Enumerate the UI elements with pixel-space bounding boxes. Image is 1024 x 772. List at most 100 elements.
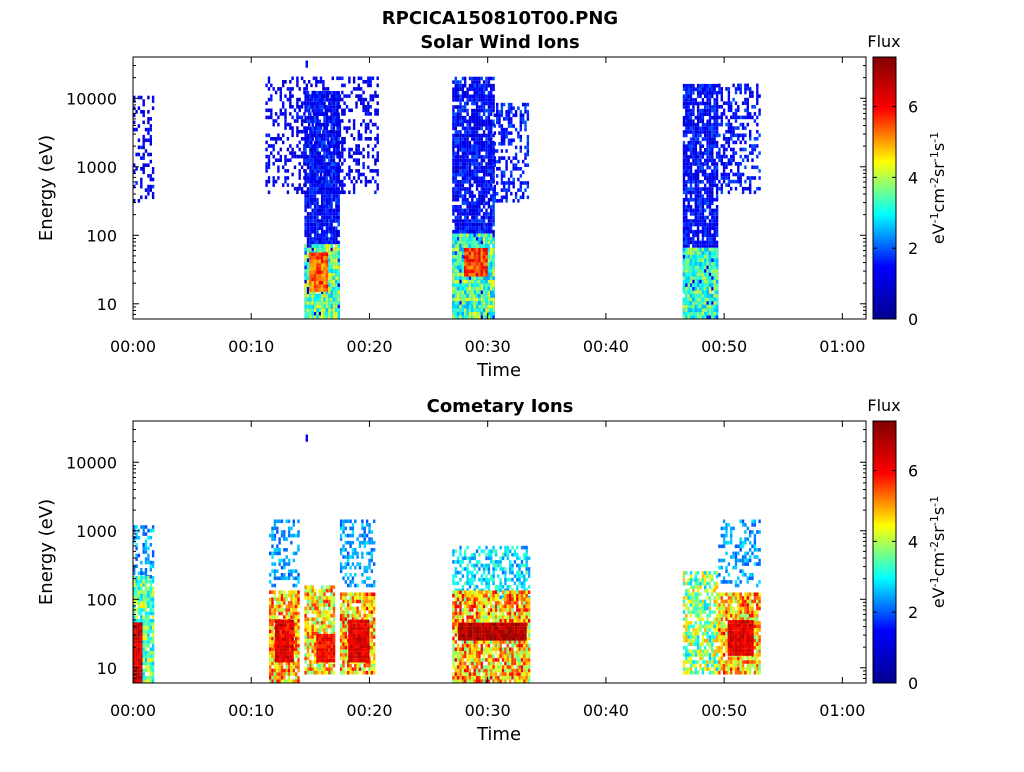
heatmap-cell [147, 184, 150, 189]
heatmap-cell [140, 181, 143, 185]
heatmap-cell [685, 105, 688, 109]
heatmap-cell [332, 311, 336, 316]
heatmap-cell [490, 304, 493, 309]
heatmap-cell [749, 94, 752, 98]
heatmap-cell [452, 126, 455, 131]
heatmap-cell [480, 283, 483, 287]
heatmap-cell [493, 113, 496, 118]
heatmap-cell [374, 94, 377, 98]
heatmap-cell [478, 315, 481, 319]
heatmap-cell [689, 115, 693, 120]
heatmap-cell [685, 98, 688, 102]
heatmap-cell [689, 258, 693, 262]
heatmap-cell [456, 165, 460, 170]
heatmap-cell [461, 233, 465, 238]
heatmap-cell [464, 269, 467, 273]
heatmap-cell [149, 174, 152, 178]
heatmap-cell [296, 112, 299, 116]
heatmap-cell [456, 137, 460, 141]
heatmap-cell [708, 251, 712, 255]
heatmap-cell [325, 222, 329, 227]
heatmap-cell [711, 148, 714, 152]
heatmap-cell [475, 148, 479, 152]
heatmap-cell [454, 112, 457, 116]
heatmap-cell [304, 283, 307, 287]
heatmap-cell [325, 212, 329, 216]
heatmap-cell [685, 155, 688, 159]
heatmap-cell [500, 174, 504, 178]
heatmap-cell [454, 229, 457, 234]
heatmap-cell [696, 311, 700, 316]
heatmap-cell [699, 87, 702, 91]
heatmap-cell [694, 262, 697, 266]
heatmap-cell [711, 279, 714, 284]
heatmap-cell [485, 301, 488, 305]
heatmap-cell [286, 97, 290, 102]
heatmap-cell [456, 311, 460, 316]
heatmap-cell [715, 233, 719, 238]
heatmap-cell [330, 222, 333, 227]
heatmap-cell [692, 87, 695, 91]
heatmap-cell [309, 273, 312, 278]
heatmap-cell [480, 105, 483, 109]
heatmap-cell [522, 181, 525, 185]
heatmap-cell [471, 112, 474, 116]
heatmap-cell [337, 176, 340, 181]
heatmap-cell [464, 208, 467, 213]
heatmap-cell [367, 165, 370, 170]
heatmap-cell [682, 269, 686, 273]
heatmap-cell [490, 137, 493, 141]
heatmap-cell [706, 119, 709, 124]
heatmap-cell [704, 197, 707, 202]
heatmap-cell [330, 229, 333, 234]
heatmap-cell [492, 197, 495, 202]
heatmap-cell [689, 311, 693, 316]
heatmap-cell [694, 254, 697, 259]
heatmap-cell [490, 101, 493, 106]
heatmap-cell [360, 97, 363, 102]
heatmap-cell [478, 87, 481, 91]
heatmap-cell [725, 183, 728, 187]
heatmap-cell [316, 252, 319, 257]
heatmap-cell [682, 308, 686, 312]
heatmap-cell [694, 155, 697, 159]
heatmap-cell [526, 117, 530, 121]
heatmap-cell [749, 115, 752, 120]
heatmap-cell [337, 262, 340, 266]
heatmap-cell [689, 130, 693, 134]
heatmap-cell [456, 290, 460, 295]
heatmap-cell [711, 272, 714, 277]
heatmap-cell [454, 208, 457, 213]
heatmap-cell [355, 147, 358, 152]
heatmap-cell [466, 112, 469, 116]
heatmap-cell [492, 94, 495, 99]
heatmap-cell [309, 301, 312, 305]
heatmap-cell [325, 162, 329, 166]
heatmap-cell [701, 251, 705, 255]
heatmap-cell [727, 158, 731, 162]
heatmap-cell [485, 101, 488, 106]
heatmap-cell [512, 106, 515, 110]
heatmap-cell [321, 190, 324, 195]
heatmap-cell [713, 197, 716, 202]
heatmap-cell [485, 222, 488, 227]
heatmap-cell [360, 151, 363, 155]
heatmap-cell [692, 130, 695, 134]
heatmap-cell [323, 229, 326, 234]
heatmap-cell [306, 279, 310, 284]
heatmap-cell [149, 138, 152, 143]
heatmap-cell [147, 138, 150, 143]
heatmap-cell [461, 212, 465, 216]
heatmap-cell [475, 123, 479, 127]
heatmap-cell [468, 158, 472, 163]
heatmap-cell [323, 205, 326, 209]
heatmap-cell [734, 179, 738, 184]
heatmap-cell [306, 137, 310, 141]
heatmap-cell [741, 126, 745, 130]
heatmap-cell [464, 151, 467, 156]
heatmap-cell [309, 212, 312, 216]
heatmap-cell [482, 283, 486, 287]
heatmap-cell [715, 311, 719, 316]
heatmap-cell [751, 151, 754, 155]
heatmap-cell [487, 201, 491, 205]
